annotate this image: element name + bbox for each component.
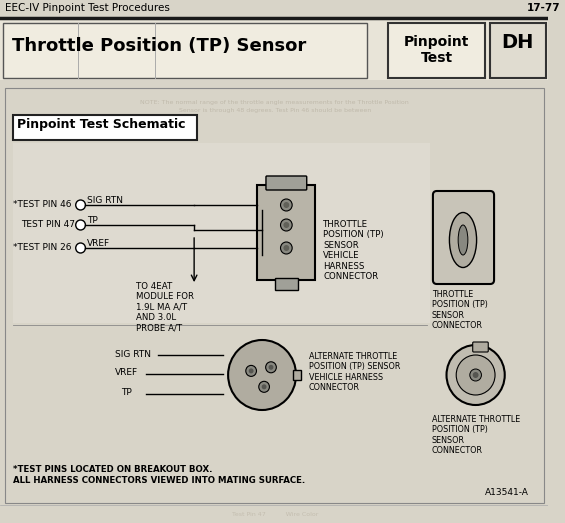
Text: VREF: VREF <box>88 239 111 248</box>
Text: Throttle Position (TP) Sensor: Throttle Position (TP) Sensor <box>12 37 306 55</box>
Circle shape <box>280 199 292 211</box>
Text: TO 4EAT
MODULE FOR
1.9L MA A/T
AND 3.0L
PROBE A/T: TO 4EAT MODULE FOR 1.9L MA A/T AND 3.0L … <box>136 282 194 333</box>
FancyBboxPatch shape <box>293 370 301 380</box>
FancyBboxPatch shape <box>12 115 197 140</box>
FancyBboxPatch shape <box>433 191 494 284</box>
Circle shape <box>76 243 85 253</box>
Ellipse shape <box>458 225 468 255</box>
FancyBboxPatch shape <box>0 20 549 80</box>
Text: EEC-IV Pinpoint Test Procedures: EEC-IV Pinpoint Test Procedures <box>5 3 170 13</box>
Text: ALTERNATE THROTTLE
POSITION (TP)
SENSOR
CONNECTOR: ALTERNATE THROTTLE POSITION (TP) SENSOR … <box>432 415 520 455</box>
FancyBboxPatch shape <box>388 23 485 78</box>
Text: 17-77: 17-77 <box>527 3 560 13</box>
Text: SIG RTN: SIG RTN <box>115 350 150 359</box>
Text: ALTERNATE THROTTLE
POSITION (TP) SENSOR
VEHICLE HARNESS
CONNECTOR: ALTERNATE THROTTLE POSITION (TP) SENSOR … <box>308 352 400 392</box>
Text: THROTTLE
POSITION (TP)
SENSOR
VEHICLE
HARNESS
CONNECTOR: THROTTLE POSITION (TP) SENSOR VEHICLE HA… <box>323 220 384 281</box>
Text: Test Pin 47          Wire Color: Test Pin 47 Wire Color <box>232 512 318 517</box>
Text: ALL HARNESS CONNECTORS VIEWED INTO MATING SURFACE.: ALL HARNESS CONNECTORS VIEWED INTO MATIN… <box>12 476 305 485</box>
Circle shape <box>446 345 505 405</box>
Circle shape <box>262 384 267 389</box>
Circle shape <box>76 220 85 230</box>
Text: NOTE: The normal range of the throttle angle measurements for the Throttle Posit: NOTE: The normal range of the throttle a… <box>140 100 409 105</box>
Circle shape <box>76 200 85 210</box>
Circle shape <box>228 340 296 410</box>
Circle shape <box>249 368 254 373</box>
FancyBboxPatch shape <box>12 143 430 323</box>
Text: Sensor is through 48 degrees. Test Pin 46 should be between: Sensor is through 48 degrees. Test Pin 4… <box>179 108 371 113</box>
FancyBboxPatch shape <box>490 23 546 78</box>
FancyBboxPatch shape <box>257 185 315 280</box>
Circle shape <box>246 366 257 377</box>
Circle shape <box>284 202 289 208</box>
FancyBboxPatch shape <box>3 23 367 78</box>
FancyBboxPatch shape <box>473 342 488 352</box>
Text: *TEST PINS LOCATED ON BREAKOUT BOX.: *TEST PINS LOCATED ON BREAKOUT BOX. <box>12 465 212 474</box>
Text: Pinpoint
Test: Pinpoint Test <box>404 35 470 65</box>
FancyBboxPatch shape <box>5 88 544 503</box>
Text: Pinpoint Test Schematic: Pinpoint Test Schematic <box>16 118 185 131</box>
Text: TEST PIN 47: TEST PIN 47 <box>21 220 75 229</box>
Circle shape <box>280 219 292 231</box>
Circle shape <box>284 222 289 228</box>
FancyBboxPatch shape <box>275 278 298 290</box>
Text: *TEST PIN 26: *TEST PIN 26 <box>12 243 71 252</box>
Text: TP: TP <box>88 216 98 225</box>
Text: TP: TP <box>121 388 132 397</box>
Circle shape <box>268 365 273 370</box>
Text: THROTTLE
POSITION (TP)
SENSOR
CONNECTOR: THROTTLE POSITION (TP) SENSOR CONNECTOR <box>432 290 488 330</box>
Circle shape <box>284 245 289 251</box>
Text: A13541-A: A13541-A <box>485 488 529 497</box>
Circle shape <box>280 242 292 254</box>
Text: SIG RTN: SIG RTN <box>88 196 123 205</box>
Circle shape <box>473 372 479 378</box>
FancyBboxPatch shape <box>0 0 549 18</box>
Circle shape <box>456 355 495 395</box>
Text: DH: DH <box>501 33 533 52</box>
Circle shape <box>470 369 481 381</box>
Circle shape <box>259 381 270 392</box>
Circle shape <box>266 362 276 373</box>
Text: *TEST PIN 46: *TEST PIN 46 <box>12 200 71 209</box>
Ellipse shape <box>449 212 477 267</box>
FancyBboxPatch shape <box>266 176 307 190</box>
Text: VREF: VREF <box>115 368 138 377</box>
